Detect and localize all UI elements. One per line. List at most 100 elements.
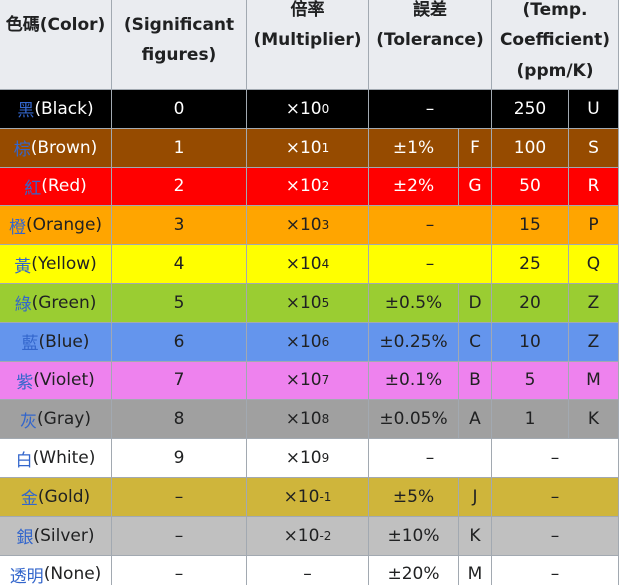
- color-link[interactable]: 灰: [20, 411, 38, 432]
- color-link[interactable]: 紅: [24, 178, 42, 199]
- digit-cell: 3: [112, 206, 247, 246]
- multiplier-cell: ×10 9: [247, 439, 369, 478]
- tolerance: ±20%: [387, 564, 440, 585]
- color-link[interactable]: 藍: [21, 334, 39, 355]
- header-cell: 倍率 (Multiplier): [247, 0, 369, 90]
- multiplier-exponent: 6: [321, 334, 330, 349]
- tolerance-code: K: [469, 525, 481, 546]
- tempco-cell: 25: [492, 245, 569, 284]
- multiplier-base: ×10: [285, 370, 322, 391]
- multiplier-exponent: 2: [321, 179, 330, 194]
- digit-cell: –: [112, 555, 247, 585]
- digit: 0: [173, 98, 185, 119]
- color-name: (Orange): [25, 215, 103, 236]
- tempco-code: R: [587, 176, 600, 197]
- header-cell: 色碼(Color): [0, 0, 112, 90]
- header-cell: (Temp. Coefficient) (ppm/K): [492, 0, 619, 90]
- multiplier-exponent: 3: [321, 218, 330, 233]
- multiplier-cell: ×10 -1: [247, 478, 369, 517]
- tolerance: ±2%: [392, 176, 435, 197]
- color-name-cell: 銀 (Silver): [0, 516, 112, 556]
- tempco-code: Q: [586, 254, 601, 275]
- multiplier-cell: ×10 5: [247, 284, 369, 323]
- temp-coefficient: 100: [513, 137, 547, 158]
- color-name: (Gold): [37, 486, 91, 507]
- color-name-cell: 藍 (Blue): [0, 322, 112, 362]
- color-name-cell: 白 (White): [0, 439, 112, 478]
- color-link[interactable]: 黑: [17, 101, 35, 122]
- header-cell: 誤差 (Tolerance): [369, 0, 492, 90]
- multiplier-base: ×10: [285, 448, 322, 469]
- digit-cell: 9: [112, 439, 247, 478]
- temp-coefficient: 20: [519, 292, 541, 313]
- tempco-code: M: [586, 370, 601, 391]
- digit: 1: [173, 137, 185, 158]
- temp-coefficient: –: [550, 525, 560, 546]
- temp-coefficient: 50: [519, 176, 541, 197]
- multiplier-cell: ×10 0: [247, 90, 369, 129]
- multiplier-exponent: -1: [319, 489, 332, 504]
- color-name-cell: 綠 (Green): [0, 284, 112, 323]
- tolerance-code-cell: J: [459, 478, 492, 517]
- tempco-code-cell: M: [569, 361, 619, 401]
- color-link[interactable]: 透明: [9, 566, 44, 585]
- digit-cell: 1: [112, 128, 247, 168]
- tolerance: –: [425, 215, 435, 236]
- multiplier-base: ×10: [285, 215, 322, 236]
- temp-coefficient: 250: [513, 98, 547, 119]
- tolerance-cell: ±0.25%: [369, 322, 459, 362]
- tolerance: ±0.1%: [384, 370, 443, 391]
- color-link[interactable]: 白: [15, 450, 33, 471]
- digit-cell: –: [112, 478, 247, 517]
- digit-cell: 0: [112, 90, 247, 129]
- digit: –: [174, 525, 184, 546]
- header-text: (Multiplier): [253, 30, 362, 50]
- header-cell: (Significant figures): [112, 0, 247, 90]
- tempco-cell: 50: [492, 167, 569, 207]
- multiplier-base: ×10: [285, 409, 322, 430]
- color-link[interactable]: 黃: [14, 256, 32, 277]
- tolerance-cell: –: [369, 439, 492, 478]
- multiplier-exponent: -2: [319, 528, 332, 543]
- header-text: 倍率: [290, 0, 325, 20]
- tempco-cell: –: [492, 555, 619, 585]
- color-name: (Yellow): [31, 254, 97, 275]
- color-link[interactable]: 金: [20, 489, 38, 510]
- digit-cell: –: [112, 516, 247, 556]
- tempco-cell: 15: [492, 206, 569, 246]
- color-name-cell: 金 (Gold): [0, 478, 112, 517]
- color-name-cell: 黃 (Yellow): [0, 245, 112, 284]
- multiplier-exponent: 4: [321, 257, 330, 272]
- tolerance-code-cell: F: [459, 128, 492, 168]
- tolerance: ±0.5%: [384, 292, 443, 313]
- color-name: (Green): [31, 292, 97, 313]
- tolerance-cell: ±0.1%: [369, 361, 459, 401]
- multiplier-cell: ×10 7: [247, 361, 369, 401]
- multiplier-base: ×10: [285, 98, 322, 119]
- color-link[interactable]: 銀: [16, 528, 34, 549]
- color-name-cell: 棕 (Brown): [0, 128, 112, 168]
- color-name-cell: 紅 (Red): [0, 167, 112, 207]
- tempco-code: Z: [587, 292, 600, 313]
- color-link[interactable]: 橙: [8, 217, 26, 238]
- color-link[interactable]: 棕: [13, 140, 31, 161]
- multiplier-exponent: 9: [321, 451, 330, 466]
- multiplier-cell: ×10 6: [247, 322, 369, 362]
- tolerance: ±1%: [392, 137, 435, 158]
- temp-coefficient: 5: [524, 370, 536, 391]
- tolerance-code: F: [470, 137, 480, 158]
- multiplier-base: ×10: [285, 331, 322, 352]
- tempco-code: S: [588, 137, 599, 158]
- tolerance-code: D: [468, 292, 482, 313]
- color-name: (Black): [34, 98, 94, 119]
- color-link[interactable]: 紫: [16, 372, 34, 393]
- color-link[interactable]: 綠: [14, 295, 32, 316]
- color-name: (Red): [41, 176, 87, 197]
- digit: –: [174, 564, 184, 585]
- multiplier-exponent: 0: [321, 101, 330, 116]
- color-name: (White): [32, 448, 96, 469]
- header-text: (Tolerance): [376, 30, 484, 50]
- multiplier-base: ×10: [285, 137, 322, 158]
- tempco-code-cell: Z: [569, 322, 619, 362]
- temp-coefficient: –: [550, 486, 560, 507]
